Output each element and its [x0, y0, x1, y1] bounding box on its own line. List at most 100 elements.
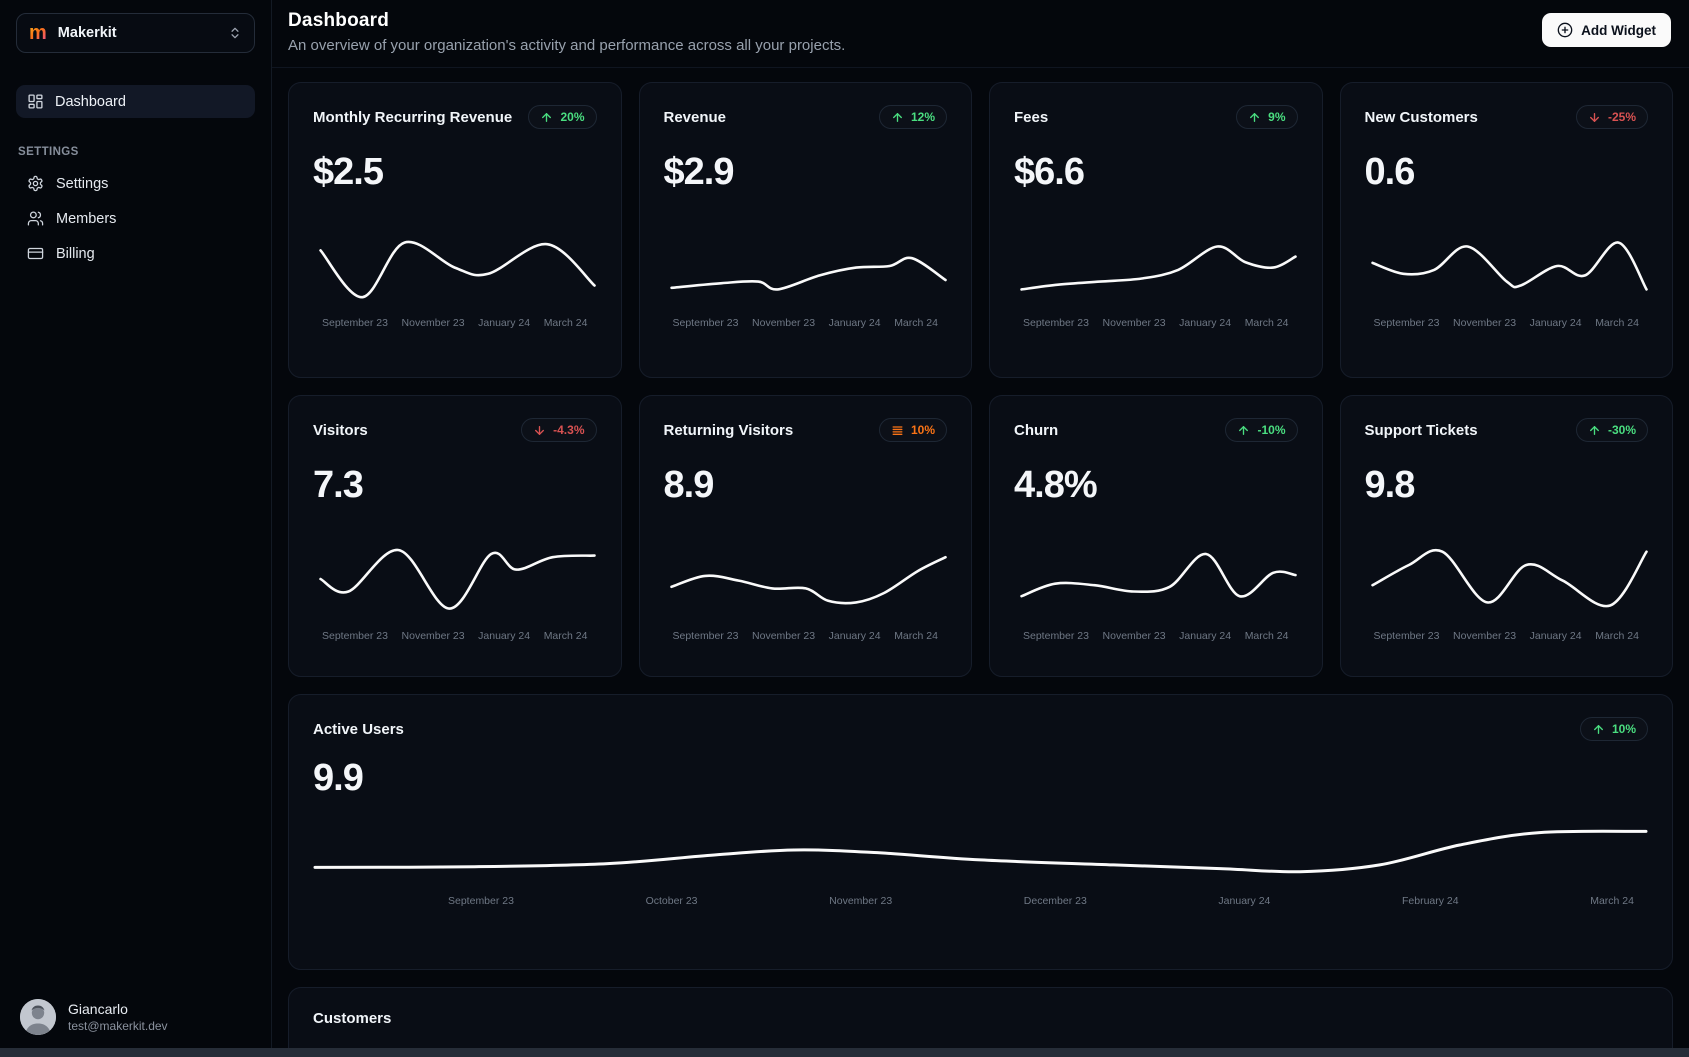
sparkline [669, 555, 947, 605]
card-title: Support Tickets [1364, 421, 1478, 439]
axis-label: January 24 [478, 317, 531, 329]
axis-label: March 24 [543, 317, 588, 329]
x-axis-labels: September 23 October 23 November 23 Decembe… [313, 895, 1648, 907]
arrow-up-icon [540, 111, 553, 124]
x-axis-labels: September 23 November 23 January 24 March 2… [664, 630, 948, 642]
sparkline-chart [313, 222, 597, 310]
metric-card: Active Users 10% 9.9 September 23 October… [288, 694, 1673, 970]
sparkline [319, 240, 596, 299]
axis-label: March 24 [1244, 317, 1289, 329]
trend-badge: 10% [878, 418, 947, 442]
axis-label: September 23 [672, 317, 739, 329]
dashboard-icon [27, 93, 44, 110]
sidebar-item-dashboard[interactable]: Dashboard [16, 85, 255, 118]
main-content: Dashboard An overview of your organizati… [272, 0, 1689, 1057]
trend-value: 12% [910, 110, 935, 124]
gear-icon [27, 175, 44, 192]
x-axis-labels: September 23 November 23 January 24 March 2… [664, 317, 948, 329]
metrics-row-2: Visitors -4.3% 7.3 September 23 November … [288, 395, 1673, 677]
workspace-name: Makerkit [57, 25, 117, 41]
axis-label: November 23 [401, 630, 465, 642]
axis-label: November 23 [1102, 317, 1166, 329]
sparkline-chart [1365, 535, 1649, 623]
sparkline [313, 829, 1648, 874]
add-widget-button[interactable]: Add Widget [1542, 13, 1671, 47]
sparkline-chart [1014, 535, 1298, 623]
axis-label: November 23 [1453, 317, 1517, 329]
sparkline [669, 256, 947, 291]
metric-value: 7.3 [313, 464, 364, 506]
sparkline [319, 548, 596, 610]
metric-value: 4.8% [1014, 464, 1098, 506]
axis-label: November 23 [1102, 630, 1166, 642]
card-title: Active Users [313, 720, 404, 738]
axis-label: March 24 [543, 630, 588, 642]
chevrons-up-down-icon [228, 26, 242, 40]
axis-label: November 23 [401, 317, 465, 329]
axis-label: January 24 [828, 630, 881, 642]
sidebar-item-label: Settings [56, 175, 109, 192]
customers-card: Customers [288, 987, 1673, 1057]
arrow-up-icon [1588, 424, 1601, 437]
axis-label: September 23 [1023, 317, 1089, 329]
metric-card: Support Tickets -30% 9.8 September 23 Nov… [1339, 395, 1673, 677]
metric-card: Visitors -4.3% 7.3 September 23 November … [288, 395, 622, 677]
active-users-row: Active Users 10% 9.9 September 23 October… [288, 694, 1673, 970]
page-subtitle: An overview of your organization's activ… [288, 37, 846, 54]
trend-badge: -30% [1575, 418, 1648, 442]
metric-value: 0.6 [1364, 151, 1416, 193]
makerkit-logo: m [29, 22, 47, 44]
axis-label: March 24 [894, 630, 938, 642]
avatar [20, 999, 56, 1035]
axis-label: November 23 [752, 317, 816, 329]
metrics-row-1: Monthly Recurring Revenue 20% $2.5 Septe… [288, 82, 1673, 378]
axis-label: March 24 [1244, 630, 1289, 642]
page-title: Dashboard [288, 10, 390, 31]
circle-plus-icon [1557, 22, 1573, 38]
metric-card: Revenue 12% $2.9 September 23 November 23… [638, 82, 972, 378]
axis-label: November 23 [752, 630, 816, 642]
arrow-up-icon [1237, 424, 1250, 437]
trend-value: 10% [1611, 722, 1636, 736]
trend-badge: 9% [1236, 105, 1298, 129]
sparkline-chart [1014, 222, 1298, 310]
workspace-selector[interactable]: m Makerkit [16, 13, 255, 53]
sidebar-item-billing[interactable]: Billing [16, 236, 255, 271]
sidebar-nav: Dashboard [16, 85, 255, 118]
metric-card: Returning Visitors 10% 8.9 September 23 N… [638, 395, 972, 677]
user-email: test@makerkit.dev [68, 1019, 168, 1033]
x-axis-labels: September 23 November 23 January 24 March 2… [313, 630, 597, 642]
sidebar-spacer [16, 271, 255, 991]
sidebar-item-settings[interactable]: Settings [16, 166, 255, 201]
arrow-up-icon [1248, 111, 1261, 124]
axis-label: January 24 [1179, 630, 1232, 642]
metric-card: New Customers -25% 0.6 September 23 Novem… [1339, 82, 1673, 378]
axis-label: September 23 [1373, 630, 1440, 642]
axis-label: September 23 [322, 317, 388, 329]
axis-label: January 24 [478, 630, 531, 642]
metric-value: 9.9 [313, 757, 364, 799]
menu-icon [891, 424, 904, 437]
axis-label: February 24 [1401, 895, 1459, 907]
trend-value: -30% [1607, 423, 1636, 437]
page-header: Dashboard An overview of your organizati… [272, 0, 1689, 68]
user-menu[interactable]: Giancarlo test@makerkit.dev [16, 991, 255, 1047]
trend-value: -10% [1257, 423, 1286, 437]
trend-value: -25% [1607, 110, 1636, 124]
axis-label: September 23 [448, 895, 514, 907]
user-name: Giancarlo [68, 1001, 128, 1017]
axis-label: January 24 [1529, 317, 1582, 329]
card-title: Churn [1014, 421, 1059, 439]
sidebar-item-label: Dashboard [55, 93, 126, 110]
sparkline [1020, 245, 1297, 291]
credit-card-icon [27, 245, 44, 262]
metric-value: $2.9 [663, 151, 735, 193]
x-axis-labels: September 23 November 23 January 24 March 2… [1365, 630, 1649, 642]
card-title: Revenue [663, 108, 727, 126]
card-title: Visitors [313, 421, 368, 439]
window-bottom-edge [0, 1048, 1689, 1057]
x-axis-labels: September 23 November 23 January 24 March 2… [1014, 317, 1298, 329]
sidebar-item-members[interactable]: Members [16, 201, 255, 236]
sparkline [1370, 241, 1648, 291]
trend-badge: 12% [878, 105, 947, 129]
